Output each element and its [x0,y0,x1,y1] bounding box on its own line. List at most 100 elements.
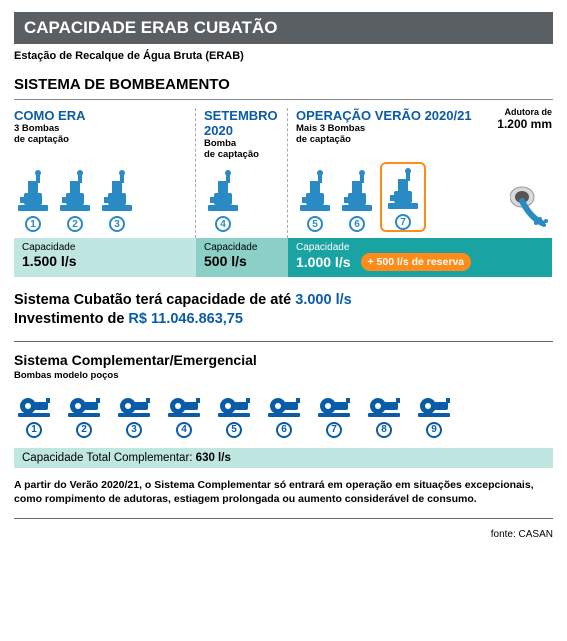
mid-text-1a: Sistema Cubatão terá capacidade de até [14,292,295,308]
comp-pump: 7 [316,393,352,438]
mid-highlight-1: 3.000 l/s [295,292,351,308]
pump-number: 1 [25,216,41,232]
pump-icon [338,169,376,213]
pump-number: 4 [215,216,231,232]
adutora-label: Adutora de1.200 mm [497,108,552,131]
pump-number: 2 [67,216,83,232]
pump-icon [384,167,422,211]
well-pump-icon [316,393,352,419]
mid-line-2: Investimento de R$ 11.046.863,75 [14,310,553,329]
col-sub: Bombade captação [204,138,278,160]
pump-icon [204,169,242,213]
pump: 4 [204,169,242,232]
pump-wrap: 2 [56,169,94,232]
comp-pump: 9 [416,393,452,438]
comp-pump-number: 5 [226,422,242,438]
subtitle: Estação de Recalque de Água Bruta (ERAB) [14,44,553,66]
cap-value: 1.500 l/s [22,253,77,269]
well-pump-icon [266,393,302,419]
comp-pump-number: 3 [126,422,142,438]
pump-icon [14,169,52,213]
cap-label: Capacidade [22,242,188,253]
section1-columns: COMO ERA 3 Bombasde captação 1 [14,108,553,238]
well-pump-icon [166,393,202,419]
pump: 5 [296,169,334,232]
pump-wrap: 1 [14,169,52,232]
footnote: A partir do Verão 2020/21, o Sistema Com… [14,468,553,514]
well-pump-icon [16,393,52,419]
section2-capacity-bar: Capacidade Total Complementar: 630 l/s [14,448,553,468]
pump-number: 5 [307,216,323,232]
comp-pump: 2 [66,393,102,438]
pump-number: 7 [395,214,411,230]
well-pump-icon [116,393,152,419]
capacity-box-verao: Capacidade 1.000 l/s + 500 l/s de reserva [288,238,552,277]
comp-pump-number: 2 [76,422,92,438]
pump-number: 6 [349,216,365,232]
comp-pump-number: 8 [376,422,392,438]
comp-pump: 1 [16,393,52,438]
section1-heading: SISTEMA DE BOMBEAMENTO [14,66,553,100]
col-title: OPERAÇÃO VERÃO 2020/21 [296,108,472,123]
cap-label: Capacidade [204,242,280,253]
divider-bottom [14,518,553,519]
well-pump-icon [366,393,402,419]
comp-pump-number: 1 [26,422,42,438]
pump-row: 4 [204,160,279,238]
pump-wrap: 4 [204,169,242,232]
pump-row: 1 2 [14,160,187,238]
pump-wrap: 3 [98,169,136,232]
comp-pump: 8 [366,393,402,438]
pump-row: 5 6 [296,160,552,238]
comp-pump: 5 [216,393,252,438]
mid-line-1: Sistema Cubatão terá capacidade de até 3… [14,291,553,310]
cap-total-label: Capacidade Total Complementar: [22,452,196,464]
comp-pump-number: 4 [176,422,192,438]
capacity-box-como_era: Capacidade 1.500 l/s [14,238,196,277]
mid-summary: Sistema Cubatão terá capacidade de até 3… [14,277,553,337]
title-bar: CAPACIDADE ERAB CUBATÃO [14,12,553,44]
pump: 7 [384,167,422,230]
pump-wrap: 5 [296,169,334,232]
pump: 3 [98,169,136,232]
comp-pump-number: 9 [426,422,442,438]
section2-heading: Sistema Complementar/Emergencial [14,346,553,370]
highlight-box: 7 [380,162,426,232]
pipe-icon [510,183,552,227]
pump-wrap: 6 [338,169,376,232]
reserve-pill: + 500 l/s de reserva [361,253,472,271]
pump-icon [296,169,334,213]
column-como_era: COMO ERA 3 Bombasde captação 1 [14,108,196,238]
cap-label: Capacidade [296,242,544,253]
well-pump-icon [216,393,252,419]
comp-pump: 4 [166,393,202,438]
infographic-root: CAPACIDADE ERAB CUBATÃO Estação de Recal… [0,0,567,552]
pump: 6 [338,169,376,232]
cap-value: 1.000 l/s [296,254,351,270]
pump-icon [98,169,136,213]
col-sub: 3 Bombasde captação [14,123,86,145]
mid-highlight-2: R$ 11.046.863,75 [128,311,243,327]
pump-icon [56,169,94,213]
comp-pump: 6 [266,393,302,438]
pump: 1 [14,169,52,232]
col-title: COMO ERA [14,108,86,123]
source: fonte: CASAN [14,523,553,540]
section2-sub: Bombas modelo poços [14,370,553,381]
divider [14,341,553,342]
col-sub: Mais 3 Bombasde captação [296,123,472,145]
capacity-box-setembro: Capacidade 500 l/s [196,238,288,277]
pump-number: 3 [109,216,125,232]
cap-total-value: 630 l/s [196,452,231,464]
cap-value: 500 l/s [204,253,247,269]
comp-pump-number: 6 [276,422,292,438]
well-pump-icon [416,393,452,419]
column-verao: OPERAÇÃO VERÃO 2020/21 Mais 3 Bombasde c… [288,108,552,238]
column-setembro: SETEMBRO2020 Bombade captação 4 [196,108,288,238]
well-pump-icon [66,393,102,419]
pump: 2 [56,169,94,232]
mid-text-2a: Investimento de [14,311,128,327]
section1-capacity-row: Capacidade 1.500 l/s Capacidade 500 l/s … [14,238,553,277]
section2-pump-row: 1 2 3 4 [14,381,553,448]
comp-pump: 3 [116,393,152,438]
